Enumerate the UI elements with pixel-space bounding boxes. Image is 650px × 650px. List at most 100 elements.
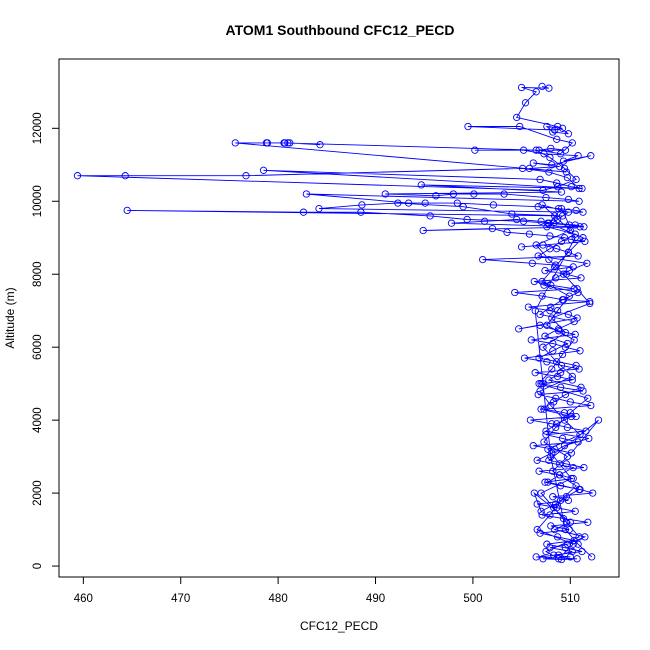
data-point bbox=[588, 553, 596, 561]
data-point bbox=[550, 551, 558, 559]
y-tick-label: 4000 bbox=[32, 407, 44, 433]
data-point bbox=[535, 380, 543, 388]
data-point bbox=[557, 204, 566, 213]
data-point bbox=[553, 135, 561, 143]
data-point bbox=[571, 234, 579, 242]
data-point bbox=[513, 215, 521, 224]
data-point bbox=[259, 166, 268, 174]
x-axis: 460 470 480 490 500 510 bbox=[74, 577, 580, 605]
data-point bbox=[533, 525, 541, 534]
data-point bbox=[447, 219, 456, 227]
data-point bbox=[576, 431, 584, 439]
data-point bbox=[519, 217, 528, 225]
series-lines bbox=[77, 85, 599, 560]
data-point bbox=[564, 310, 573, 319]
data-point bbox=[459, 203, 467, 211]
data-point bbox=[561, 146, 570, 154]
data-point bbox=[536, 387, 544, 395]
data-point bbox=[544, 478, 552, 486]
data-point bbox=[286, 139, 294, 147]
data-point bbox=[539, 555, 547, 563]
data-point bbox=[542, 193, 550, 202]
data-point bbox=[121, 172, 129, 180]
data-point bbox=[562, 168, 571, 176]
data-point bbox=[574, 540, 582, 548]
y-tick-label: 12000 bbox=[32, 112, 44, 144]
data-point bbox=[544, 445, 552, 453]
x-tick-label: 490 bbox=[366, 593, 385, 605]
data-point bbox=[584, 394, 592, 402]
data-point bbox=[561, 525, 570, 534]
data-point bbox=[542, 547, 550, 556]
data-point bbox=[394, 199, 402, 207]
data-point bbox=[548, 314, 556, 322]
data-point bbox=[553, 420, 561, 428]
data-point bbox=[537, 217, 545, 225]
data-point bbox=[565, 525, 573, 534]
data-point bbox=[543, 122, 551, 131]
data-point bbox=[549, 128, 557, 136]
data-point bbox=[587, 152, 595, 160]
data-point bbox=[421, 199, 429, 207]
data-point bbox=[586, 297, 594, 306]
data-point bbox=[560, 409, 569, 417]
data-point bbox=[577, 383, 585, 391]
data-point bbox=[480, 217, 489, 225]
data-point bbox=[545, 219, 553, 227]
data-point bbox=[263, 139, 272, 147]
data-point bbox=[242, 172, 250, 180]
data-point bbox=[564, 130, 573, 138]
data-point bbox=[489, 201, 498, 209]
data-point bbox=[570, 336, 578, 344]
x-axis-title: CFC12_PECD bbox=[300, 619, 378, 633]
data-point bbox=[381, 190, 389, 198]
data-point bbox=[546, 511, 554, 519]
data-point bbox=[552, 274, 560, 282]
data-point bbox=[534, 203, 542, 211]
data-point bbox=[543, 223, 551, 231]
data-point bbox=[556, 369, 565, 377]
plot-frame bbox=[58, 58, 620, 578]
data-point bbox=[463, 215, 471, 224]
data-point bbox=[532, 146, 540, 154]
data-point bbox=[572, 482, 580, 490]
data-point bbox=[449, 190, 458, 198]
data-point bbox=[515, 325, 523, 333]
data-point bbox=[553, 358, 561, 366]
data-point bbox=[511, 288, 519, 297]
x-tick-label: 470 bbox=[171, 593, 190, 605]
data-point bbox=[569, 474, 577, 483]
data-point bbox=[566, 398, 574, 406]
data-point bbox=[562, 493, 571, 501]
data-point bbox=[573, 555, 581, 563]
data-point bbox=[535, 354, 543, 362]
data-point bbox=[526, 416, 535, 424]
data-point bbox=[546, 245, 554, 253]
x-tick-label: 480 bbox=[269, 593, 288, 605]
data-point bbox=[549, 493, 557, 501]
data-point bbox=[553, 183, 562, 191]
data-point bbox=[549, 339, 557, 348]
data-point bbox=[554, 551, 563, 559]
data-point bbox=[556, 482, 565, 490]
data-point bbox=[548, 420, 556, 428]
data-point bbox=[552, 500, 560, 508]
data-point bbox=[575, 184, 583, 193]
data-point bbox=[547, 452, 555, 461]
data-point bbox=[299, 208, 308, 216]
data-point bbox=[538, 201, 546, 209]
data-point bbox=[564, 195, 573, 204]
y-axis-title: Altitude (m) bbox=[3, 287, 17, 348]
data-point bbox=[561, 390, 570, 399]
data-point bbox=[539, 380, 547, 388]
data-point bbox=[432, 192, 440, 200]
data-point bbox=[585, 434, 593, 443]
data-point bbox=[562, 518, 571, 526]
data-point bbox=[554, 327, 563, 335]
data-point bbox=[563, 423, 572, 432]
data-point bbox=[560, 442, 569, 450]
data-point bbox=[551, 212, 559, 220]
data-point bbox=[470, 190, 478, 198]
data-point bbox=[517, 83, 526, 92]
